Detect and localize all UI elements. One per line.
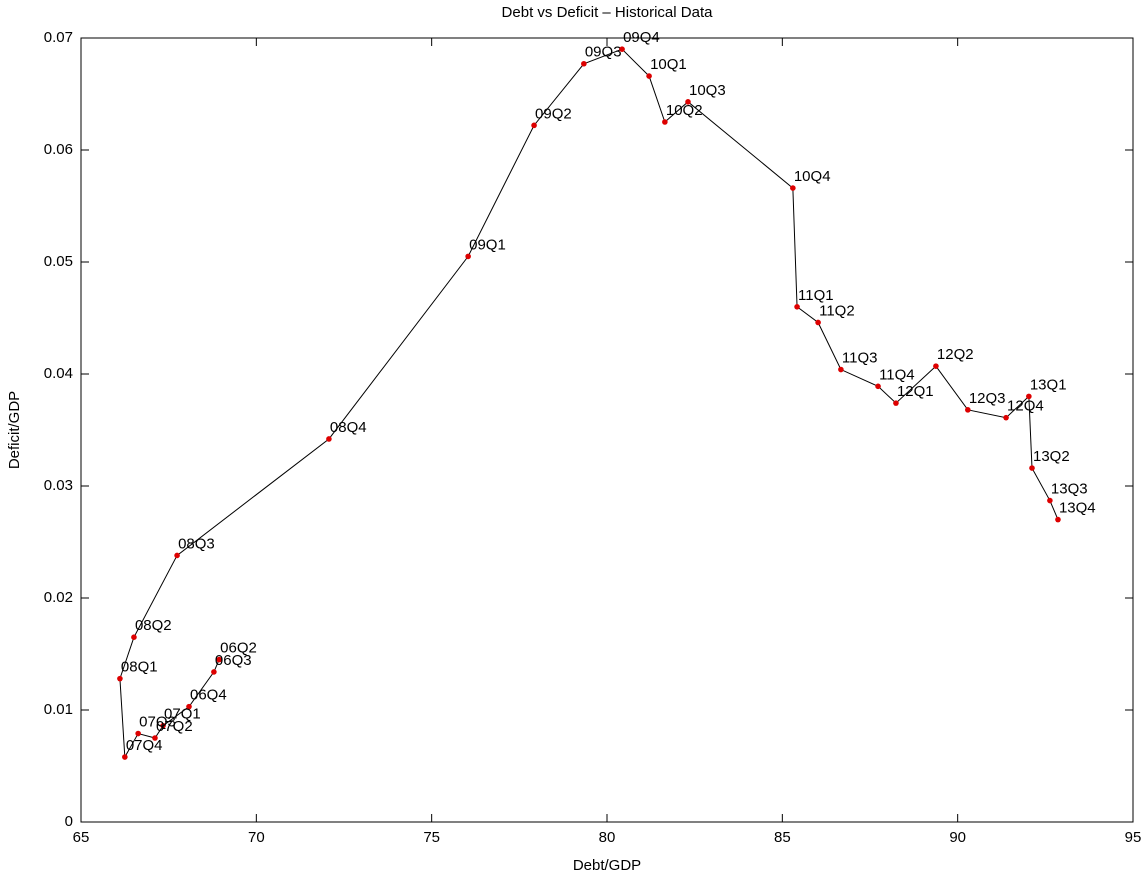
point-label: 08Q1 xyxy=(121,659,158,676)
data-point xyxy=(619,46,625,52)
data-point xyxy=(794,304,800,310)
data-point xyxy=(1029,465,1035,471)
data-point xyxy=(1055,516,1061,523)
point-label: 12Q4 xyxy=(1007,398,1044,415)
point-label: 06Q4 xyxy=(190,687,227,704)
x-tick-label: 65 xyxy=(73,829,90,846)
y-axis-label: Deficit/GDP xyxy=(6,391,23,469)
data-point xyxy=(186,703,192,710)
point-label: 11Q4 xyxy=(879,366,915,383)
x-tick-label: 85 xyxy=(774,829,791,846)
x-tick-label: 75 xyxy=(423,829,440,846)
point-label: 09Q1 xyxy=(469,236,506,253)
data-point xyxy=(465,253,471,260)
data-point xyxy=(326,436,332,442)
point-label: 07Q4 xyxy=(126,737,163,754)
point-label: 11Q1 xyxy=(798,287,834,304)
data-point xyxy=(815,319,821,326)
data-point xyxy=(1047,497,1053,504)
point-label: 13Q1 xyxy=(1030,376,1067,393)
point-label: 10Q4 xyxy=(794,168,831,185)
point-label: 12Q2 xyxy=(937,346,974,363)
point-label: 09Q4 xyxy=(623,29,660,46)
point-label: 08Q4 xyxy=(330,419,367,436)
point-label: 08Q2 xyxy=(135,617,172,634)
data-point xyxy=(685,99,691,105)
data-point xyxy=(160,722,166,729)
y-tick-label: 0.02 xyxy=(44,589,73,606)
x-tick-label: 70 xyxy=(248,829,265,846)
plot-frame xyxy=(80,37,1134,823)
y-tick-label: 0.03 xyxy=(44,477,73,494)
series-line xyxy=(119,48,1059,759)
point-label: 09Q2 xyxy=(535,105,572,122)
y-tick-label: 0.01 xyxy=(44,701,73,718)
point-label: 10Q1 xyxy=(650,56,687,73)
y-tick-label: 0.04 xyxy=(44,365,73,382)
data-point xyxy=(135,730,141,737)
x-tick-label: 90 xyxy=(949,829,966,846)
x-tick-label: 80 xyxy=(599,829,616,846)
point-label: 13Q2 xyxy=(1033,448,1070,465)
data-point xyxy=(152,735,158,741)
point-label: 09Q3 xyxy=(585,44,622,61)
data-point xyxy=(662,119,668,125)
data-point xyxy=(216,656,222,663)
point-label: 06Q2 xyxy=(220,640,257,657)
chart-title: Debt vs Deficit – Historical Data xyxy=(502,4,714,21)
x-tick-label: 95 xyxy=(1125,829,1142,846)
point-label: 08Q3 xyxy=(178,535,215,552)
data-point xyxy=(933,363,939,369)
data-point xyxy=(965,407,971,413)
point-label: 11Q3 xyxy=(842,349,878,366)
point-label: 13Q3 xyxy=(1051,481,1088,498)
x-axis-label: Debt/GDP xyxy=(573,857,641,874)
point-label: 12Q3 xyxy=(969,390,1006,407)
point-label: 10Q3 xyxy=(689,82,726,99)
data-point xyxy=(875,383,881,390)
point-label: 11Q2 xyxy=(819,302,855,319)
data-point xyxy=(581,60,587,67)
point-label: 07Q3 xyxy=(139,713,176,730)
point-label: 07Q1 xyxy=(164,706,201,723)
data-point xyxy=(838,366,844,373)
data-point xyxy=(1026,393,1032,400)
point-label: 13Q4 xyxy=(1059,500,1096,517)
point-label: 12Q1 xyxy=(897,383,934,400)
point-label: 06Q3 xyxy=(215,652,252,669)
y-tick-label: 0 xyxy=(65,813,73,830)
y-tick-label: 0.06 xyxy=(44,141,73,158)
data-point xyxy=(174,552,180,559)
data-point xyxy=(122,754,128,760)
data-point xyxy=(790,185,796,191)
point-label: 10Q2 xyxy=(666,102,703,119)
data-point xyxy=(646,73,652,79)
data-point xyxy=(117,675,123,682)
data-point xyxy=(893,400,899,406)
data-point xyxy=(1003,414,1009,421)
y-tick-label: 0.05 xyxy=(44,253,73,270)
point-label: 07Q2 xyxy=(156,718,193,735)
data-point xyxy=(131,634,137,640)
data-point xyxy=(531,122,537,129)
data-point xyxy=(211,669,217,675)
y-tick-label: 0.07 xyxy=(44,29,73,46)
